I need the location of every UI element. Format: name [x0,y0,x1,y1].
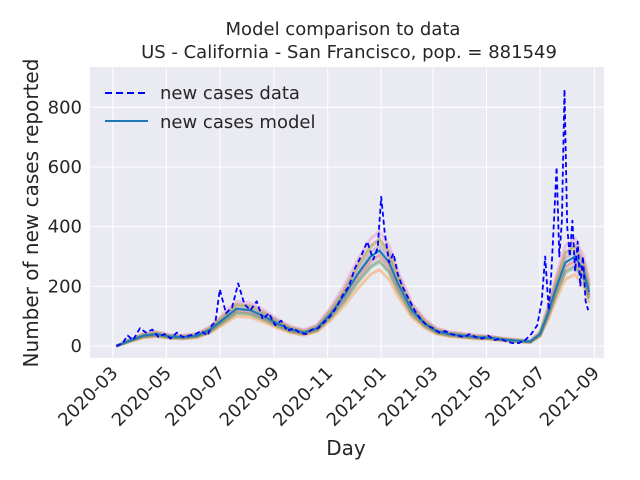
chart-subtitle: US - California - San Francisco, pop. = … [141,42,557,63]
legend-data-label: new cases data [160,83,300,104]
ensemble-line [115,229,591,348]
y-tick-label: 600 [48,157,82,178]
series-layer [115,88,591,348]
grid [90,67,604,358]
y-tick-label: 0 [71,336,82,357]
x-axis-label: Day [326,436,366,460]
y-tick-labels: 0 200 400 600 800 [48,97,82,357]
ensemble-line [115,267,591,348]
y-tick-label: 400 [48,217,82,238]
legend-model-label: new cases model [160,112,315,133]
series-data-line [115,88,590,347]
y-axis-label: Number of new cases reported [19,59,43,368]
y-tick-label: 200 [48,276,82,297]
plot-area [90,67,604,358]
legend: new cases data new cases model [105,83,315,133]
chart-title: Model comparison to data [226,19,461,40]
y-tick-label: 800 [48,97,82,118]
